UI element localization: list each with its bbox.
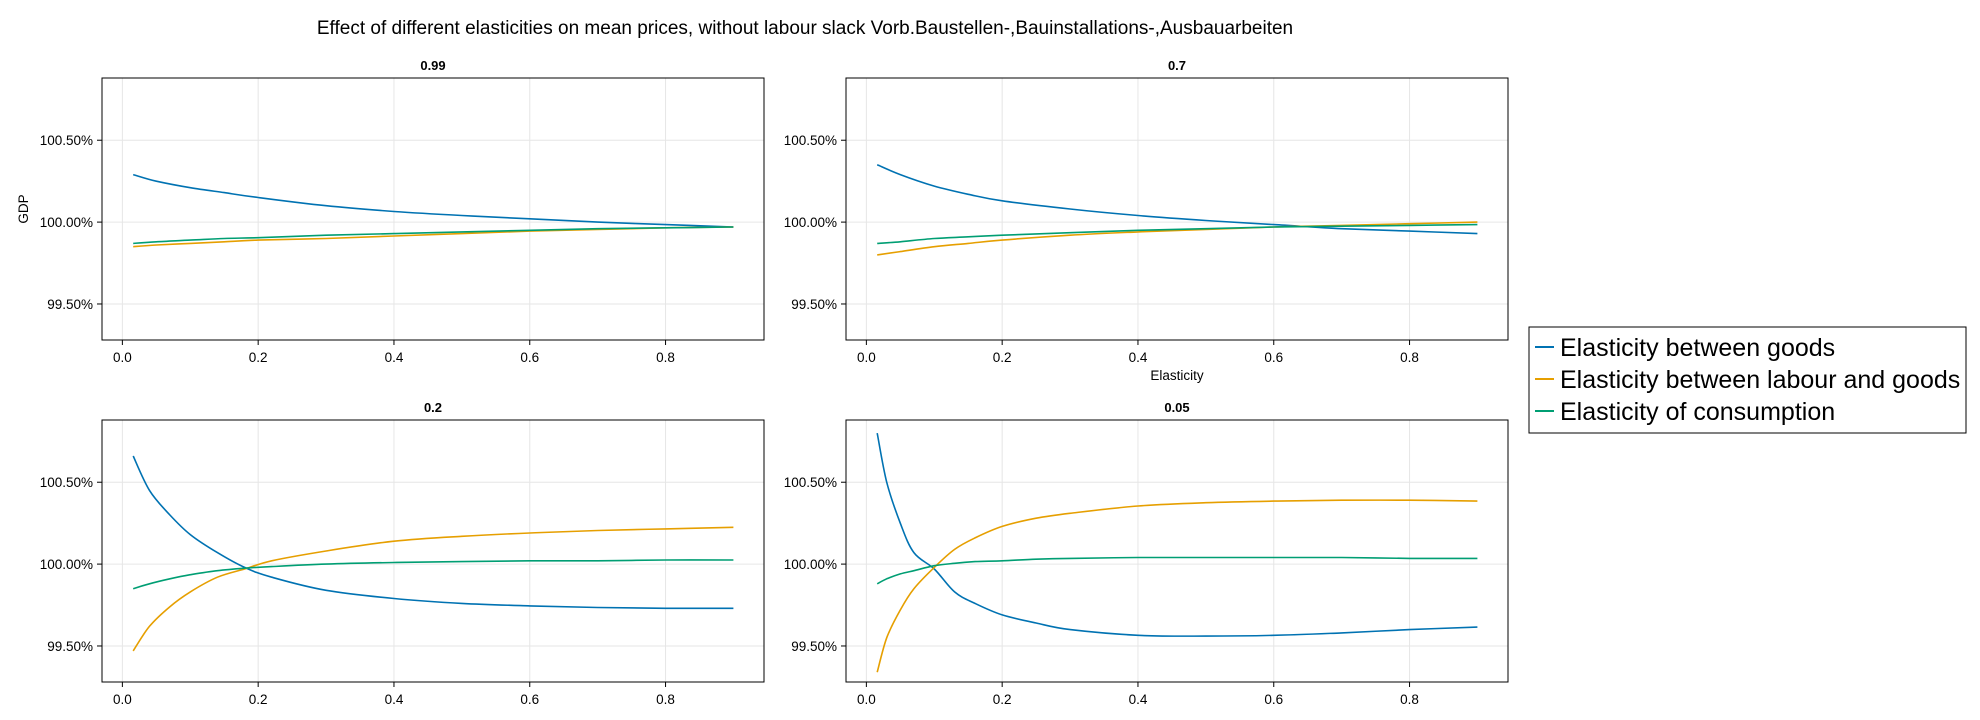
x-tick-label: 0.2 [249,350,268,365]
y-tick-label: 100.50% [40,475,93,490]
x-tick-label: 0.8 [1400,692,1419,707]
panels: 0.0 0.2 0.4 0.6 0.8 99.50% 100.00% 100.50% 0.99 G… [16,58,1509,707]
x-tick-label: 0.8 [656,692,675,707]
y-tick-label: 100.50% [784,133,837,148]
x-tick-label: 0.6 [520,692,539,707]
panel-2: 0.0 0.2 0.4 0.6 0.8 99.50% 100.00% 100.50% 0.7 El… [784,58,1509,383]
x-axis-label: Elasticity [1150,368,1204,383]
x-tick-label: 0.8 [656,350,675,365]
series-line-elasticity-of-consumption [133,226,734,245]
x-tick-label: 0.4 [1129,692,1148,707]
legend-label: Elasticity of consumption [1560,398,1835,426]
series-line-elasticity-between-labour-and-goods [877,221,1478,256]
figure-title: Effect of different elasticities on mean… [317,18,1293,39]
panel-1: 0.0 0.2 0.4 0.6 0.8 99.50% 100.00% 100.50% 0.99 G… [16,58,765,365]
x-tick-label: 0.2 [993,350,1012,365]
series-line-elasticity-between-labour-and-goods [133,226,734,248]
x-tick-label: 0.6 [520,350,539,365]
y-tick-label: 100.50% [784,475,837,490]
series-line-elasticity-of-consumption [876,556,1478,585]
y-tick-label: 99.50% [47,297,93,312]
plot-frame [101,419,765,683]
y-tick-label: 99.50% [791,297,837,312]
series-line-elasticity-of-consumption [132,559,734,590]
series-line-elasticity-between-labour-and-goods [132,526,734,652]
panel-title: 0.05 [1164,400,1189,415]
x-tick-label: 0.4 [385,692,404,707]
series-line-elasticity-between-goods [132,455,734,610]
y-tick-label: 100.00% [40,557,93,572]
y-tick-label: 100.50% [40,133,93,148]
panel-title: 0.99 [420,58,445,73]
x-tick-label: 0.2 [249,692,268,707]
y-tick-label: 99.50% [47,639,93,654]
legend-label: Elasticity between goods [1560,334,1835,362]
panel-4: 0.0 0.2 0.4 0.6 0.8 99.50% 100.00% 100.50% 0.05 [784,400,1509,707]
series-line-elasticity-between-goods [876,432,1478,637]
x-tick-label: 0.4 [1129,350,1148,365]
x-tick-label: 0.0 [113,692,132,707]
series-line-elasticity-between-goods [132,173,734,228]
plot-frame [845,77,1509,341]
y-tick-label: 100.00% [40,215,93,230]
x-tick-label: 0.0 [857,350,876,365]
panel-title: 0.7 [1168,58,1186,73]
y-tick-label: 99.50% [791,639,837,654]
legend-box [1528,326,1967,434]
y-tick-label: 100.00% [784,215,837,230]
x-tick-label: 0.0 [857,692,876,707]
x-tick-label: 0.8 [1400,350,1419,365]
plot-frame [845,419,1509,683]
y-tick-label: 100.00% [784,557,837,572]
x-tick-label: 0.6 [1264,350,1283,365]
panel-title: 0.2 [424,400,442,415]
plot-frame [101,77,765,341]
legend-label: Elasticity between labour and goods [1560,366,1960,394]
panel-3: 0.0 0.2 0.4 0.6 0.8 99.50% 100.00% 100.50% 0.2 [40,400,765,707]
series-line-elasticity-between-goods [876,164,1478,235]
x-tick-label: 0.4 [385,350,404,365]
x-tick-label: 0.2 [993,692,1012,707]
x-tick-label: 0.6 [1264,692,1283,707]
series-line-elasticity-of-consumption [877,223,1478,245]
y-axis-label: GDP [16,194,31,223]
legend: Elasticity between goods Elasticity betwe… [1528,326,1967,434]
x-tick-label: 0.0 [113,350,132,365]
series-line-elasticity-between-labour-and-goods [876,499,1478,673]
